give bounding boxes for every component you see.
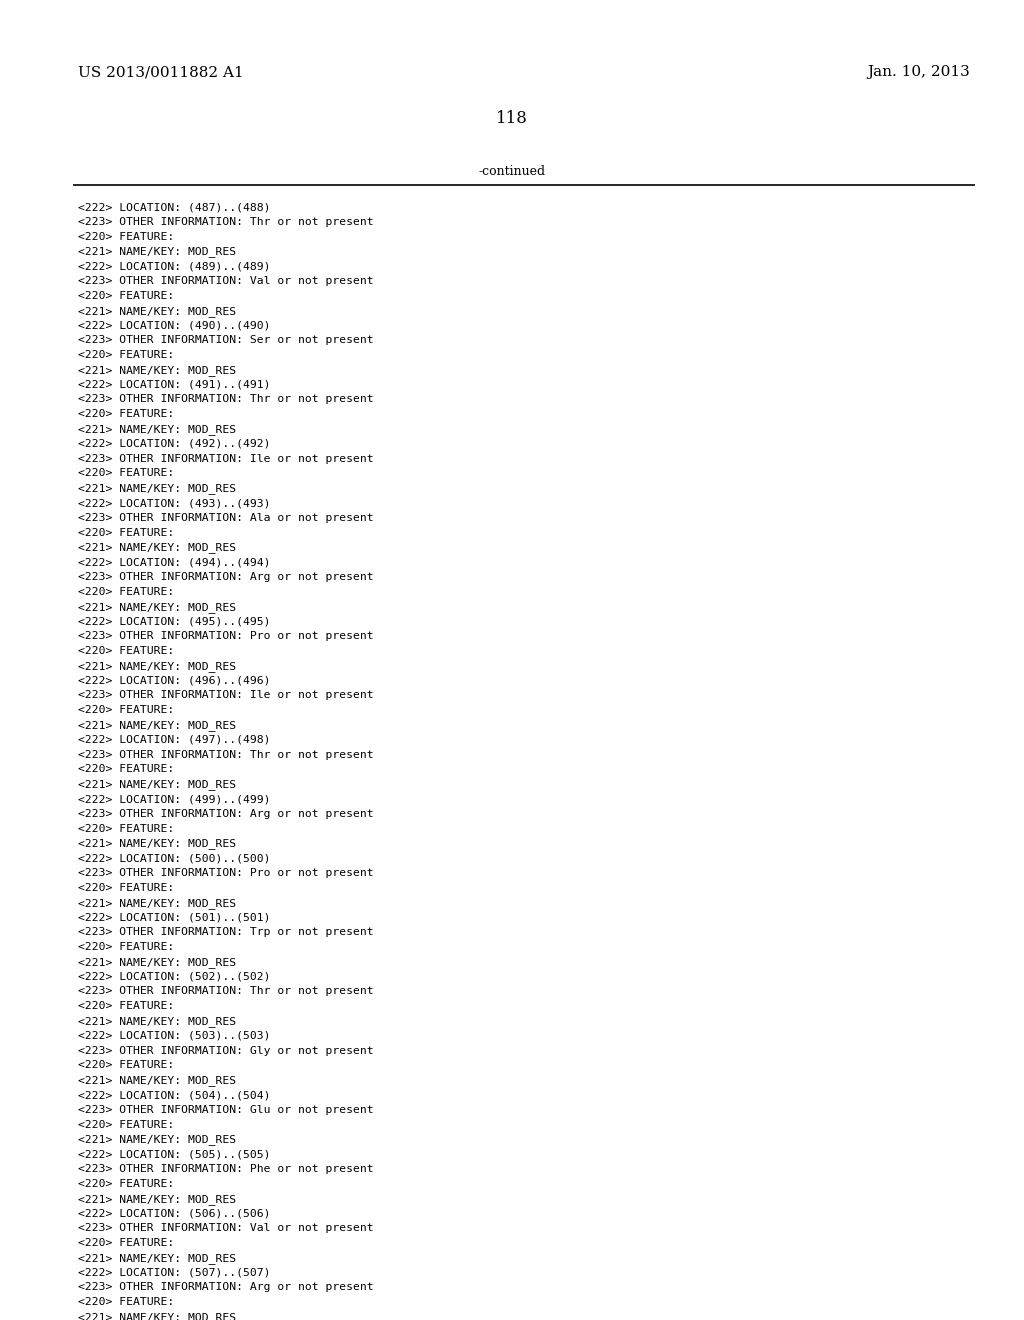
Text: -continued: -continued xyxy=(478,165,546,178)
Text: <220> FEATURE:: <220> FEATURE: xyxy=(78,469,174,478)
Text: <223> OTHER INFORMATION: Arg or not present: <223> OTHER INFORMATION: Arg or not pres… xyxy=(78,1283,374,1292)
Text: <221> NAME/KEY: MOD_RES: <221> NAME/KEY: MOD_RES xyxy=(78,1076,237,1086)
Text: <222> LOCATION: (504)..(504): <222> LOCATION: (504)..(504) xyxy=(78,1090,270,1100)
Text: <220> FEATURE:: <220> FEATURE: xyxy=(78,528,174,537)
Text: <220> FEATURE:: <220> FEATURE: xyxy=(78,1119,174,1130)
Text: <220> FEATURE:: <220> FEATURE: xyxy=(78,824,174,834)
Text: <221> NAME/KEY: MOD_RES: <221> NAME/KEY: MOD_RES xyxy=(78,719,237,731)
Text: <222> LOCATION: (503)..(503): <222> LOCATION: (503)..(503) xyxy=(78,1031,270,1040)
Text: <222> LOCATION: (501)..(501): <222> LOCATION: (501)..(501) xyxy=(78,912,270,923)
Text: <222> LOCATION: (495)..(495): <222> LOCATION: (495)..(495) xyxy=(78,616,270,627)
Text: <220> FEATURE:: <220> FEATURE: xyxy=(78,587,174,597)
Text: <221> NAME/KEY: MOD_RES: <221> NAME/KEY: MOD_RES xyxy=(78,957,237,968)
Text: <220> FEATURE:: <220> FEATURE: xyxy=(78,290,174,301)
Text: <220> FEATURE:: <220> FEATURE: xyxy=(78,1060,174,1071)
Text: <222> LOCATION: (499)..(499): <222> LOCATION: (499)..(499) xyxy=(78,795,270,804)
Text: <223> OTHER INFORMATION: Arg or not present: <223> OTHER INFORMATION: Arg or not pres… xyxy=(78,809,374,818)
Text: <223> OTHER INFORMATION: Val or not present: <223> OTHER INFORMATION: Val or not pres… xyxy=(78,276,374,286)
Text: <221> NAME/KEY: MOD_RES: <221> NAME/KEY: MOD_RES xyxy=(78,364,237,376)
Text: <221> NAME/KEY: MOD_RES: <221> NAME/KEY: MOD_RES xyxy=(78,1193,237,1205)
Text: <220> FEATURE:: <220> FEATURE: xyxy=(78,231,174,242)
Text: <222> LOCATION: (507)..(507): <222> LOCATION: (507)..(507) xyxy=(78,1267,270,1278)
Text: <223> OTHER INFORMATION: Val or not present: <223> OTHER INFORMATION: Val or not pres… xyxy=(78,1224,374,1233)
Text: <222> LOCATION: (500)..(500): <222> LOCATION: (500)..(500) xyxy=(78,853,270,863)
Text: <222> LOCATION: (489)..(489): <222> LOCATION: (489)..(489) xyxy=(78,261,270,271)
Text: <223> OTHER INFORMATION: Thr or not present: <223> OTHER INFORMATION: Thr or not pres… xyxy=(78,750,374,759)
Text: <220> FEATURE:: <220> FEATURE: xyxy=(78,409,174,420)
Text: <221> NAME/KEY: MOD_RES: <221> NAME/KEY: MOD_RES xyxy=(78,602,237,612)
Text: <223> OTHER INFORMATION: Thr or not present: <223> OTHER INFORMATION: Thr or not pres… xyxy=(78,986,374,997)
Text: <220> FEATURE:: <220> FEATURE: xyxy=(78,350,174,360)
Text: <223> OTHER INFORMATION: Ile or not present: <223> OTHER INFORMATION: Ile or not pres… xyxy=(78,690,374,701)
Text: <222> LOCATION: (496)..(496): <222> LOCATION: (496)..(496) xyxy=(78,676,270,685)
Text: <223> OTHER INFORMATION: Trp or not present: <223> OTHER INFORMATION: Trp or not pres… xyxy=(78,927,374,937)
Text: <223> OTHER INFORMATION: Glu or not present: <223> OTHER INFORMATION: Glu or not pres… xyxy=(78,1105,374,1115)
Text: <223> OTHER INFORMATION: Pro or not present: <223> OTHER INFORMATION: Pro or not pres… xyxy=(78,869,374,878)
Text: 118: 118 xyxy=(496,110,528,127)
Text: <220> FEATURE:: <220> FEATURE: xyxy=(78,1001,174,1011)
Text: <223> OTHER INFORMATION: Thr or not present: <223> OTHER INFORMATION: Thr or not pres… xyxy=(78,395,374,404)
Text: <221> NAME/KEY: MOD_RES: <221> NAME/KEY: MOD_RES xyxy=(78,1253,237,1263)
Text: <221> NAME/KEY: MOD_RES: <221> NAME/KEY: MOD_RES xyxy=(78,247,237,257)
Text: <221> NAME/KEY: MOD_RES: <221> NAME/KEY: MOD_RES xyxy=(78,1134,237,1146)
Text: <221> NAME/KEY: MOD_RES: <221> NAME/KEY: MOD_RES xyxy=(78,1016,237,1027)
Text: <220> FEATURE:: <220> FEATURE: xyxy=(78,1238,174,1247)
Text: <222> LOCATION: (493)..(493): <222> LOCATION: (493)..(493) xyxy=(78,498,270,508)
Text: <222> LOCATION: (490)..(490): <222> LOCATION: (490)..(490) xyxy=(78,321,270,330)
Text: <222> LOCATION: (505)..(505): <222> LOCATION: (505)..(505) xyxy=(78,1150,270,1159)
Text: <223> OTHER INFORMATION: Pro or not present: <223> OTHER INFORMATION: Pro or not pres… xyxy=(78,631,374,642)
Text: <221> NAME/KEY: MOD_RES: <221> NAME/KEY: MOD_RES xyxy=(78,1312,237,1320)
Text: <221> NAME/KEY: MOD_RES: <221> NAME/KEY: MOD_RES xyxy=(78,306,237,317)
Text: <223> OTHER INFORMATION: Gly or not present: <223> OTHER INFORMATION: Gly or not pres… xyxy=(78,1045,374,1056)
Text: <221> NAME/KEY: MOD_RES: <221> NAME/KEY: MOD_RES xyxy=(78,424,237,434)
Text: <222> LOCATION: (502)..(502): <222> LOCATION: (502)..(502) xyxy=(78,972,270,982)
Text: <222> LOCATION: (497)..(498): <222> LOCATION: (497)..(498) xyxy=(78,735,270,744)
Text: <222> LOCATION: (492)..(492): <222> LOCATION: (492)..(492) xyxy=(78,438,270,449)
Text: <221> NAME/KEY: MOD_RES: <221> NAME/KEY: MOD_RES xyxy=(78,483,237,494)
Text: <220> FEATURE:: <220> FEATURE: xyxy=(78,1298,174,1307)
Text: US 2013/0011882 A1: US 2013/0011882 A1 xyxy=(78,65,244,79)
Text: <220> FEATURE:: <220> FEATURE: xyxy=(78,645,174,656)
Text: <220> FEATURE:: <220> FEATURE: xyxy=(78,942,174,952)
Text: <220> FEATURE:: <220> FEATURE: xyxy=(78,764,174,775)
Text: <223> OTHER INFORMATION: Ser or not present: <223> OTHER INFORMATION: Ser or not pres… xyxy=(78,335,374,346)
Text: <221> NAME/KEY: MOD_RES: <221> NAME/KEY: MOD_RES xyxy=(78,779,237,791)
Text: <223> OTHER INFORMATION: Ile or not present: <223> OTHER INFORMATION: Ile or not pres… xyxy=(78,454,374,463)
Text: <222> LOCATION: (506)..(506): <222> LOCATION: (506)..(506) xyxy=(78,1208,270,1218)
Text: <223> OTHER INFORMATION: Thr or not present: <223> OTHER INFORMATION: Thr or not pres… xyxy=(78,216,374,227)
Text: <221> NAME/KEY: MOD_RES: <221> NAME/KEY: MOD_RES xyxy=(78,543,237,553)
Text: <221> NAME/KEY: MOD_RES: <221> NAME/KEY: MOD_RES xyxy=(78,838,237,849)
Text: <223> OTHER INFORMATION: Ala or not present: <223> OTHER INFORMATION: Ala or not pres… xyxy=(78,512,374,523)
Text: <220> FEATURE:: <220> FEATURE: xyxy=(78,1179,174,1189)
Text: <221> NAME/KEY: MOD_RES: <221> NAME/KEY: MOD_RES xyxy=(78,661,237,672)
Text: <223> OTHER INFORMATION: Phe or not present: <223> OTHER INFORMATION: Phe or not pres… xyxy=(78,1164,374,1173)
Text: Jan. 10, 2013: Jan. 10, 2013 xyxy=(867,65,970,79)
Text: <221> NAME/KEY: MOD_RES: <221> NAME/KEY: MOD_RES xyxy=(78,898,237,908)
Text: <223> OTHER INFORMATION: Arg or not present: <223> OTHER INFORMATION: Arg or not pres… xyxy=(78,572,374,582)
Text: <222> LOCATION: (487)..(488): <222> LOCATION: (487)..(488) xyxy=(78,202,270,213)
Text: <220> FEATURE:: <220> FEATURE: xyxy=(78,883,174,892)
Text: <222> LOCATION: (491)..(491): <222> LOCATION: (491)..(491) xyxy=(78,380,270,389)
Text: <220> FEATURE:: <220> FEATURE: xyxy=(78,705,174,715)
Text: <222> LOCATION: (494)..(494): <222> LOCATION: (494)..(494) xyxy=(78,557,270,568)
